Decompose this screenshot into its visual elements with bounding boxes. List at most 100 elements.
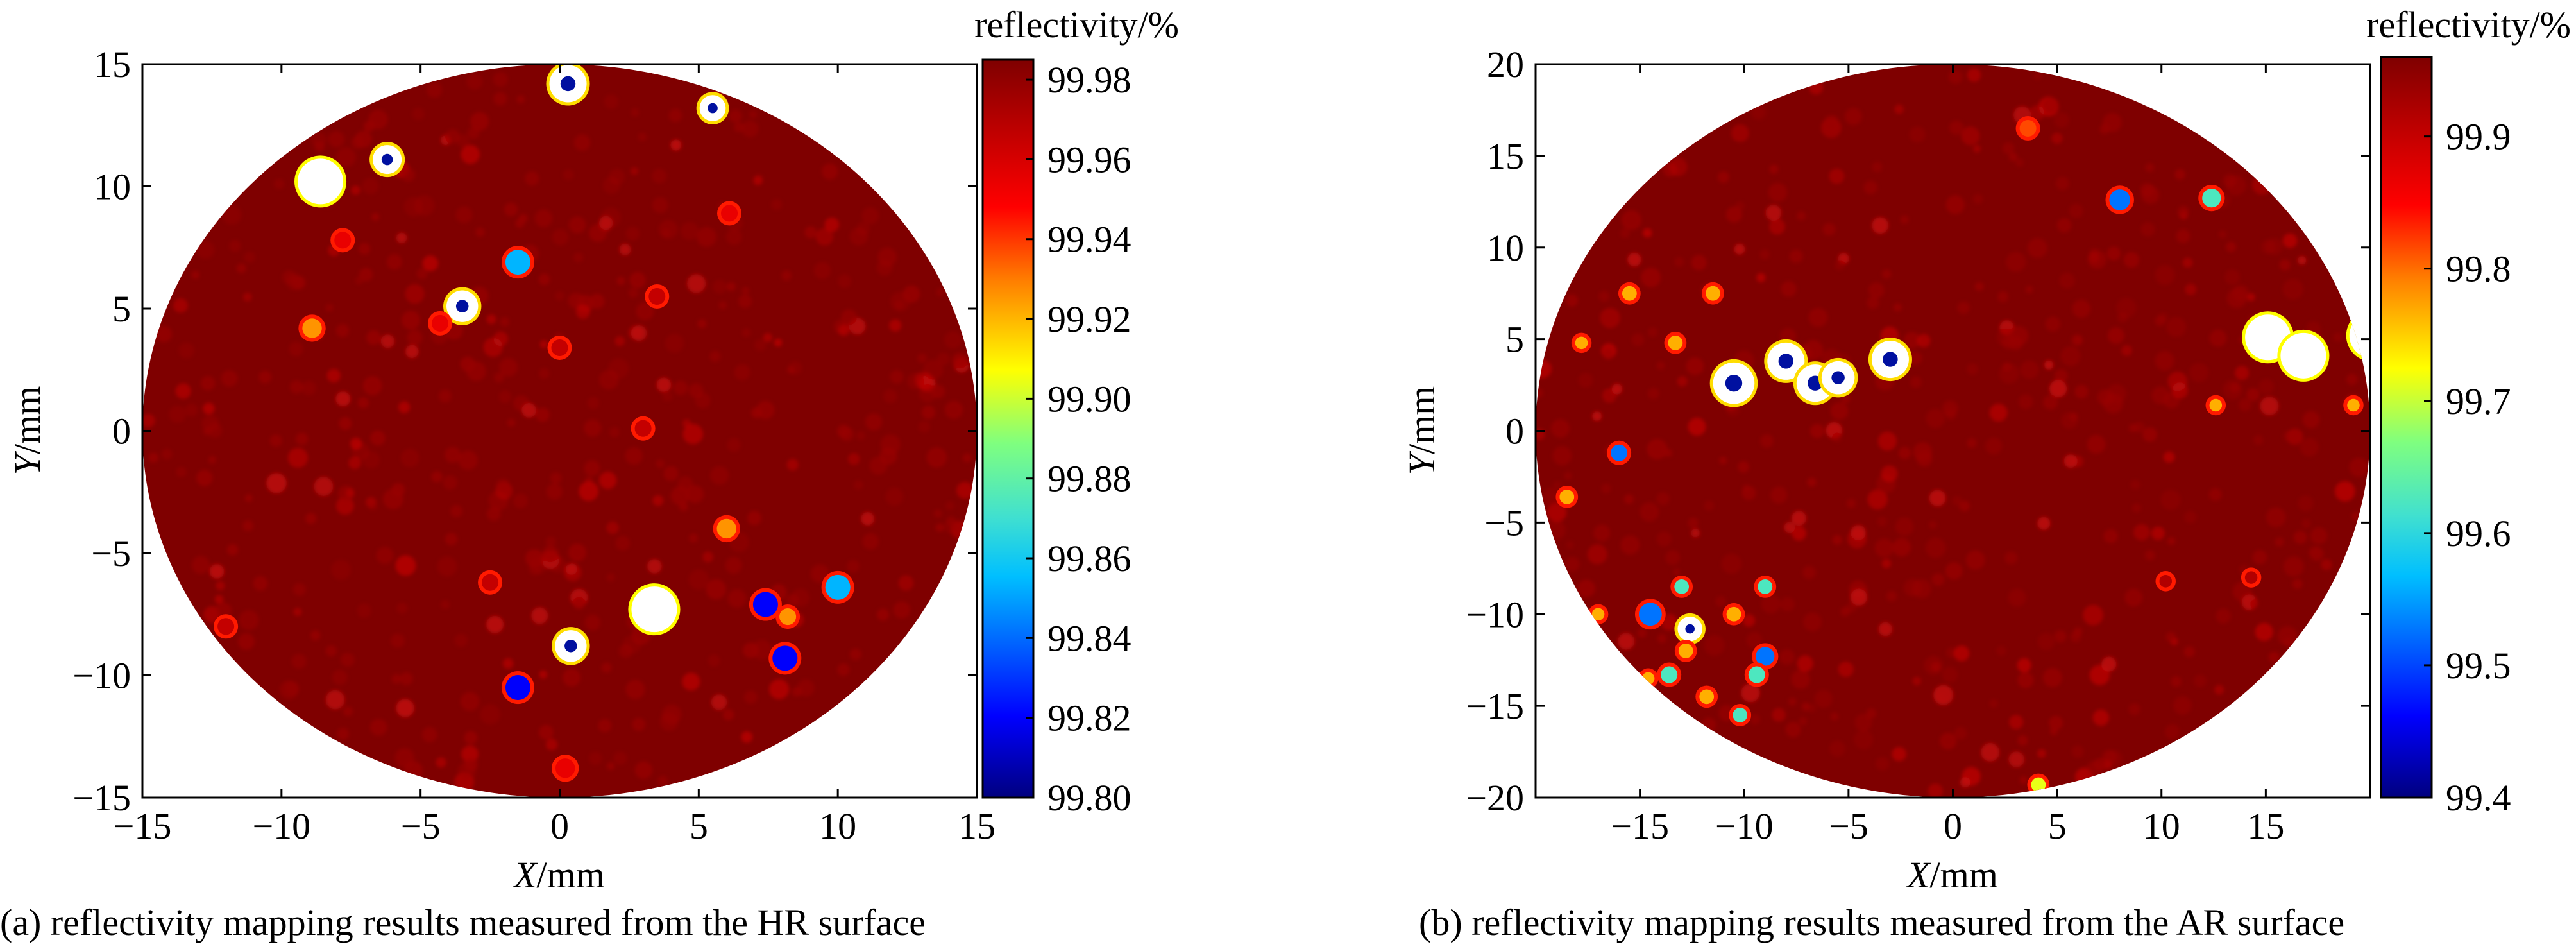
speckle <box>917 353 927 363</box>
panel-a-colorbar <box>981 58 1035 799</box>
x-tick-label: −15 <box>1611 805 1669 847</box>
speckle <box>889 319 902 332</box>
speckle <box>2128 423 2138 432</box>
speckle <box>1965 550 1985 570</box>
defect-spot <box>631 586 677 633</box>
speckle <box>609 427 620 438</box>
speckle <box>697 227 716 247</box>
speckle <box>632 717 646 731</box>
speckle <box>598 719 612 733</box>
speckle <box>1904 579 1922 597</box>
speckle <box>438 389 452 403</box>
speckle <box>1854 730 1874 749</box>
speckle <box>726 282 736 291</box>
speckle <box>458 450 478 470</box>
speckle <box>638 132 647 142</box>
speckle <box>1967 438 1977 448</box>
speckle <box>498 390 512 404</box>
speckle <box>2283 431 2295 442</box>
speckle <box>568 216 586 234</box>
speckle <box>847 453 860 465</box>
speckle <box>455 206 473 223</box>
speckle <box>952 352 968 368</box>
speckle <box>2247 293 2255 302</box>
speckle <box>362 451 380 468</box>
speckle <box>538 273 550 286</box>
speckle <box>1830 402 1849 420</box>
speckle <box>625 227 640 241</box>
speckle <box>753 176 763 185</box>
speckle <box>2183 646 2195 658</box>
speckle <box>1807 477 1817 487</box>
speckle <box>2044 360 2054 370</box>
speckle <box>2218 230 2226 239</box>
speckle <box>445 533 458 546</box>
speckle <box>2017 735 2028 746</box>
defect-spot <box>2347 398 2360 412</box>
speckle <box>1791 511 1807 526</box>
speckle <box>464 731 478 744</box>
defect-spot <box>1748 666 1765 683</box>
speckle <box>709 350 721 363</box>
defect-spot <box>1831 371 1845 384</box>
defect-spot <box>772 645 798 671</box>
speckle <box>1949 120 1964 135</box>
speckle <box>293 608 302 617</box>
speckle <box>2171 676 2182 687</box>
panel-b-caption: (b) reflectivity mapping results measure… <box>1419 902 2344 943</box>
speckle <box>1738 461 1750 473</box>
speckle <box>725 229 742 245</box>
speckle <box>1945 409 1956 420</box>
defect-spot <box>1622 286 1637 301</box>
speckle <box>351 185 360 195</box>
speckle <box>545 536 556 547</box>
speckle <box>1900 215 1909 224</box>
speckle <box>1780 597 1795 611</box>
speckle <box>2015 158 2024 167</box>
speckle <box>460 692 480 711</box>
speckle <box>647 559 662 574</box>
speckle <box>1925 538 1946 558</box>
speckle <box>741 287 750 295</box>
speckle <box>682 672 700 691</box>
speckle <box>630 167 639 175</box>
speckle <box>2056 218 2072 233</box>
speckle <box>1973 144 1981 153</box>
defect-spot <box>1661 666 1678 683</box>
speckle <box>539 670 548 679</box>
speckle <box>599 472 617 490</box>
speckle <box>513 493 528 509</box>
speckle <box>2069 203 2083 218</box>
speckle <box>710 466 729 485</box>
speckle <box>734 122 744 133</box>
speckle <box>1877 431 1897 451</box>
speckle <box>239 610 259 631</box>
speckle <box>2252 175 2272 195</box>
speckle <box>2083 604 2104 626</box>
speckle <box>1928 783 1943 798</box>
x-tick-label: 15 <box>2247 805 2284 847</box>
speckle <box>2266 238 2283 255</box>
defect-spot <box>555 758 575 778</box>
speckle <box>1910 376 1922 388</box>
speckle <box>1704 635 1725 656</box>
speckle <box>563 169 574 180</box>
speckle <box>598 216 613 230</box>
speckle <box>604 94 618 109</box>
speckle <box>325 645 337 657</box>
speckle <box>357 603 371 618</box>
speckle <box>336 147 356 167</box>
speckle <box>729 109 742 123</box>
speckle <box>1785 722 1801 738</box>
speckle <box>1643 228 1652 238</box>
speckle <box>1768 183 1788 202</box>
speckle <box>883 389 897 404</box>
speckle <box>2002 362 2012 372</box>
speckle <box>702 551 714 563</box>
speckle <box>1877 517 1887 527</box>
speckle <box>890 370 904 384</box>
speckle <box>2266 507 2286 527</box>
speckle <box>2216 608 2231 624</box>
speckle <box>1867 489 1888 509</box>
speckle <box>1851 525 1867 540</box>
